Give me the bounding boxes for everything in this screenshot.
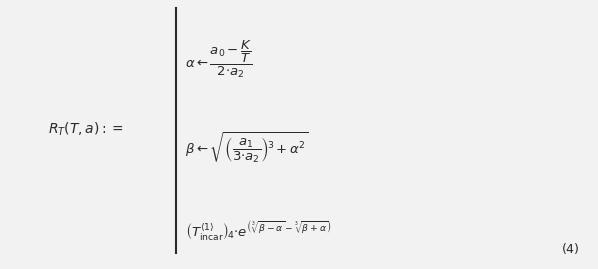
Text: $\alpha \leftarrow \dfrac{a_0 - \dfrac{K}{T}}{2{\cdot}a_2}$: $\alpha \leftarrow \dfrac{a_0 - \dfrac{K… (185, 38, 254, 80)
Text: $\left(T_{\mathrm{incar}}^{\langle 1\rangle}\right)_{\!4}{\cdot}e^{\left(\sqrt[3: $\left(T_{\mathrm{incar}}^{\langle 1\ran… (185, 220, 332, 243)
Text: $(4)$: $(4)$ (562, 240, 580, 256)
Text: $\beta \leftarrow \sqrt{\left(\dfrac{a_1}{3{\cdot}a_2}\right)^{\!3} + \alpha^2}$: $\beta \leftarrow \sqrt{\left(\dfrac{a_1… (185, 130, 309, 165)
Text: $R_{T}(T,a) :=$: $R_{T}(T,a) :=$ (48, 121, 124, 138)
